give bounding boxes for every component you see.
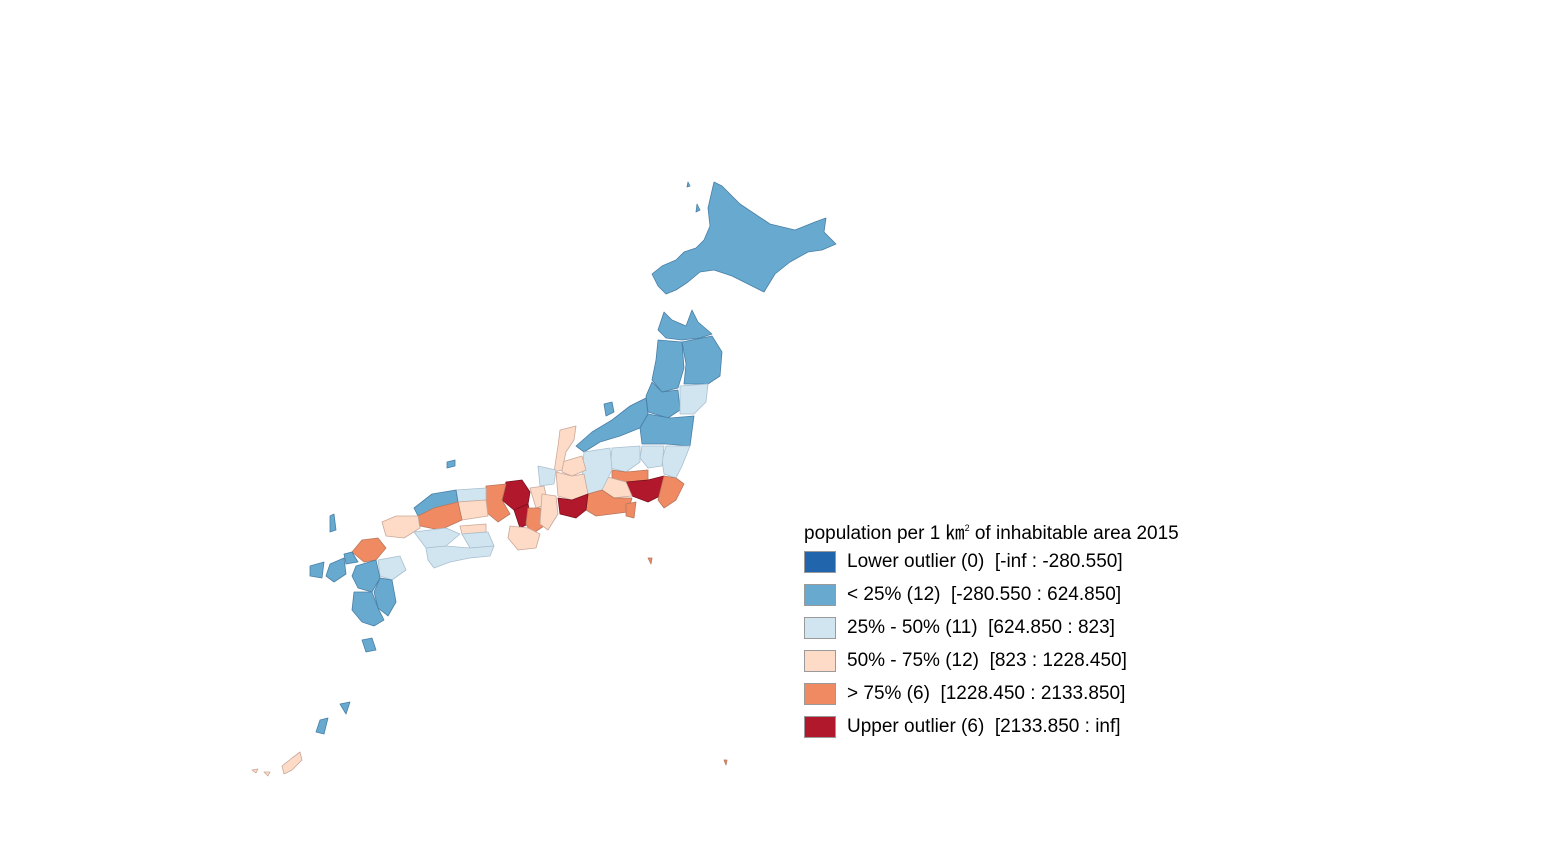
region-tanegashima — [361, 637, 377, 653]
legend-swatch — [804, 551, 836, 573]
region-tochigi — [639, 445, 665, 469]
region-saga — [343, 551, 359, 565]
region-hokkaido-islet — [695, 203, 701, 213]
region-okinawa-islet — [251, 768, 259, 774]
region-akita — [651, 339, 685, 393]
region-hokkaido-islet — [686, 181, 691, 188]
region-oita — [377, 555, 407, 581]
region-tokushima — [461, 531, 495, 549]
region-nagasaki — [325, 557, 347, 583]
legend-swatch — [804, 617, 836, 639]
region-islet — [446, 459, 456, 469]
region-miyazaki — [373, 577, 397, 617]
legend-item-q3: 50% - 75% (12) [823 : 1228.450] — [804, 649, 1127, 673]
region-fukuoka — [351, 537, 387, 563]
region-okayama — [457, 499, 489, 521]
legend-item-q2: 25% - 50% (11) [624.850 : 823] — [804, 616, 1115, 640]
legend-title-text: population per 1 ㎞ — [804, 523, 965, 544]
legend-swatch — [804, 716, 836, 738]
region-nara — [525, 507, 545, 535]
region-wakayama — [507, 525, 541, 551]
legend-label: > 75% (6) [1228.450 : 2133.850] — [847, 683, 1126, 704]
region-fukushima — [639, 413, 695, 447]
legend-swatch — [804, 650, 836, 672]
region-fukui — [537, 465, 557, 487]
region-okinawa-islet — [263, 771, 271, 777]
region-tottori — [455, 487, 487, 503]
legend-swatch — [804, 683, 836, 705]
region-ibaraki — [661, 445, 691, 479]
region-chiba — [657, 475, 685, 509]
legend-title-suffix: of inhabitable area 2015 — [969, 523, 1179, 544]
legend-item-upper-outlier: Upper outlier (6) [2133.850 : inf] — [804, 715, 1121, 739]
region-iwate — [681, 335, 723, 385]
legend-title-superscript: 2 — [964, 523, 970, 533]
region-kagoshima — [351, 591, 385, 627]
region-izu-islet — [723, 759, 728, 766]
region-kochi — [425, 545, 495, 569]
region-izu-islet — [647, 557, 653, 565]
region-gunma — [609, 445, 641, 473]
region-mie — [539, 493, 559, 531]
legend-title: population per 1 ㎞2 of inhabitable area … — [804, 514, 1274, 544]
region-goto-islands — [309, 561, 325, 579]
region-tsushima — [329, 513, 337, 533]
region-amami-2 — [315, 717, 329, 735]
legend-label: Lower outlier (0) [-inf : -280.550] — [847, 551, 1123, 572]
legend-label: 50% - 75% (12) [823 : 1228.450] — [847, 650, 1127, 671]
map-legend: population per 1 ㎞2 of inhabitable area … — [804, 514, 1274, 738]
region-ishikawa — [553, 425, 577, 473]
region-miyagi — [679, 383, 709, 415]
legend-swatch — [804, 584, 836, 606]
region-yamaguchi — [381, 515, 421, 539]
region-hokkaido — [651, 181, 837, 295]
legend-item-q1: < 25% (12) [-280.550 : 624.850] — [804, 583, 1121, 607]
region-ehime — [413, 527, 461, 549]
legend-item-q4: > 75% (6) [1228.450 : 2133.850] — [804, 682, 1125, 706]
legend-label: < 25% (12) [-280.550 : 624.850] — [847, 584, 1122, 605]
region-aichi — [557, 493, 589, 519]
legend-item-lower-outlier: Lower outlier (0) [-inf : -280.550] — [804, 550, 1123, 574]
legend-label: 25% - 50% (11) [624.850 : 823] — [847, 617, 1115, 638]
region-sado — [603, 401, 615, 417]
region-okinawa — [281, 751, 303, 775]
region-izu — [625, 501, 637, 519]
region-amami — [339, 701, 351, 715]
region-aomori — [657, 309, 713, 341]
legend-label: Upper outlier (6) [2133.850 : inf] — [847, 716, 1121, 737]
